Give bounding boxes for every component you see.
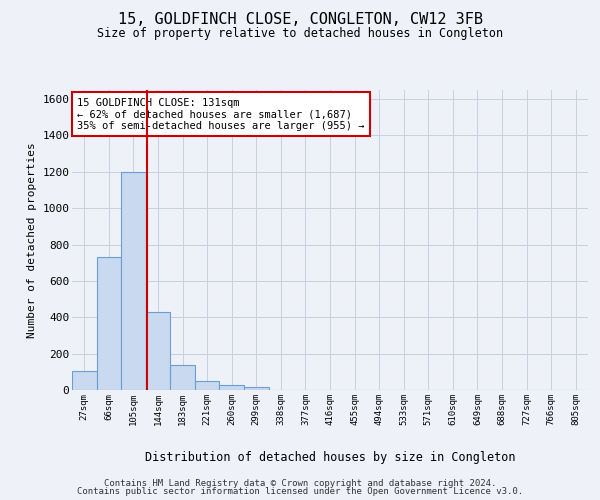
Bar [146, 312, 170, 390]
Bar [72, 371, 97, 390]
Text: 15 GOLDFINCH CLOSE: 131sqm
← 62% of detached houses are smaller (1,687)
35% of s: 15 GOLDFINCH CLOSE: 131sqm ← 62% of deta… [77, 98, 365, 130]
Text: Size of property relative to detached houses in Congleton: Size of property relative to detached ho… [97, 28, 503, 40]
Bar [195, 381, 220, 390]
Text: 15, GOLDFINCH CLOSE, CONGLETON, CW12 3FB: 15, GOLDFINCH CLOSE, CONGLETON, CW12 3FB [118, 12, 482, 28]
Bar [244, 388, 269, 390]
Bar [121, 172, 146, 390]
Bar [220, 384, 244, 390]
Bar [97, 258, 121, 390]
Text: Contains HM Land Registry data © Crown copyright and database right 2024.: Contains HM Land Registry data © Crown c… [104, 478, 496, 488]
Text: Contains public sector information licensed under the Open Government Licence v3: Contains public sector information licen… [77, 487, 523, 496]
Y-axis label: Number of detached properties: Number of detached properties [26, 142, 37, 338]
Text: Distribution of detached houses by size in Congleton: Distribution of detached houses by size … [145, 451, 515, 464]
Bar [170, 364, 195, 390]
